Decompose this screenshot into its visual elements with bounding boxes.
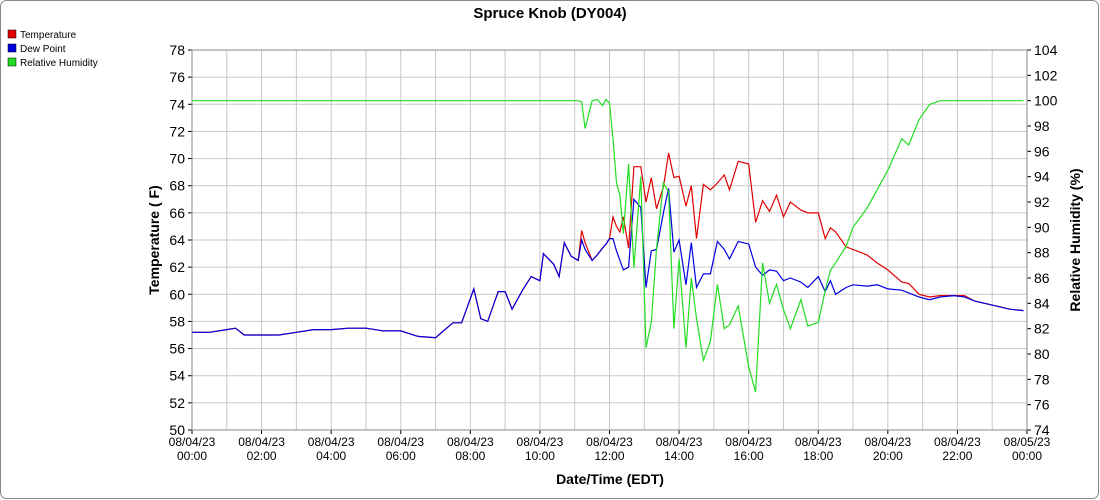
x-tick-label: 08/04/23 18:00 — [795, 435, 842, 463]
y-axis-label: Temperature ( F) — [146, 185, 162, 294]
chart-title: Spruce Knob (DY004) — [473, 5, 626, 22]
y2-tick-label: 82 — [1034, 321, 1050, 337]
legend-label: Relative Humidity — [20, 58, 98, 69]
y-tick-label: 66 — [169, 205, 185, 221]
x-tick-label-line: 08/04/23 — [864, 435, 911, 449]
x-tick-label: 08/04/23 16:00 — [725, 435, 772, 463]
legend-swatch — [7, 57, 17, 67]
x-tick-label-line: 00:00 — [1012, 449, 1042, 463]
y2-tick-label: 98 — [1034, 118, 1050, 134]
x-tick-label-line: 08/04/23 — [934, 435, 981, 449]
x-tick-label-line: 08/04/23 — [517, 435, 564, 449]
y2-tick-label: 96 — [1034, 143, 1050, 159]
y2-tick-label: 88 — [1034, 245, 1050, 261]
y-tick-label: 74 — [169, 96, 185, 112]
x-tick-label-line: 22:00 — [942, 449, 972, 463]
x-tick-label: 08/05/23 00:00 — [1004, 435, 1051, 463]
y2-tick-label: 102 — [1034, 67, 1058, 83]
x-tick-label: 08/04/23 10:00 — [517, 435, 564, 463]
series-line — [192, 98, 1024, 393]
x-tick-label: 08/04/23 14:00 — [656, 435, 703, 463]
x-tick-label-line: 18:00 — [803, 449, 833, 463]
y-tick-label: 76 — [169, 69, 185, 85]
x-tick-label-line: 08/04/23 — [169, 435, 216, 449]
x-tick-label-line: 08/04/23 — [656, 435, 703, 449]
y2-tick-label: 76 — [1034, 397, 1050, 413]
y2-tick-label: 92 — [1034, 194, 1050, 210]
x-tick-label-line: 08/05/23 — [1004, 435, 1051, 449]
x-tick-label-line: 00:00 — [177, 449, 207, 463]
x-tick-label-line: 04:00 — [316, 449, 346, 463]
y-tick-label: 62 — [169, 259, 185, 275]
x-tick-label-line: 02:00 — [247, 449, 277, 463]
y2-axis-label: Relative Humidity (%) — [1067, 168, 1083, 311]
x-axis-label: Date/Time (EDT) — [556, 471, 664, 487]
y-tick-label: 58 — [169, 313, 185, 329]
legend-swatch — [7, 29, 17, 39]
plot-frame — [191, 49, 1028, 431]
y2-tick-label: 84 — [1034, 295, 1050, 311]
y2-tick-label: 104 — [1034, 42, 1058, 58]
y-tick-label: 56 — [169, 341, 185, 357]
y2-tick-label: 86 — [1034, 270, 1050, 286]
y2-tick-label: 94 — [1034, 169, 1050, 185]
legend-label: Temperature — [20, 30, 77, 41]
y-tick-label: 70 — [169, 151, 185, 167]
y2-tick-label: 80 — [1034, 346, 1050, 362]
y-tick-label: 60 — [169, 286, 185, 302]
x-tick-label-line: 08/04/23 — [725, 435, 772, 449]
y2-tick-label: 74 — [1034, 422, 1050, 438]
x-tick-label-line: 12:00 — [594, 449, 624, 463]
x-tick-label-line: 08/04/23 — [447, 435, 494, 449]
y-tick-label: 54 — [169, 368, 185, 384]
legend-swatch — [7, 43, 17, 53]
x-tick-label: 08/04/23 20:00 — [864, 435, 911, 463]
y2-tick-label: 78 — [1034, 371, 1050, 387]
x-tick-label: 08/04/23 04:00 — [308, 435, 355, 463]
x-tick-label-line: 08/04/23 — [308, 435, 355, 449]
x-tick-label-line: 08/04/23 — [795, 435, 842, 449]
x-tick-label: 08/04/23 00:00 — [169, 435, 216, 463]
y-tick-label: 68 — [169, 178, 185, 194]
y2-tick-label: 90 — [1034, 219, 1050, 235]
x-tick-label-line: 06:00 — [386, 449, 416, 463]
y2-tick-label: 100 — [1034, 93, 1058, 109]
series-line — [192, 188, 1024, 339]
x-tick-label-line: 08/04/23 — [238, 435, 285, 449]
y-tick-label: 64 — [169, 232, 185, 248]
x-tick-label: 08/04/23 06:00 — [377, 435, 424, 463]
y-tick-label: 50 — [169, 422, 185, 438]
x-tick-label: 08/04/23 22:00 — [934, 435, 981, 463]
x-tick-label-line: 20:00 — [873, 449, 903, 463]
x-tick-label-line: 08/04/23 — [586, 435, 633, 449]
x-tick-label: 08/04/23 12:00 — [586, 435, 633, 463]
y-tick-label: 78 — [169, 42, 185, 58]
y-tick-label: 72 — [169, 123, 185, 139]
x-tick-label-line: 14:00 — [664, 449, 694, 463]
legend-label: Dew Point — [20, 44, 66, 55]
y-tick-label: 52 — [169, 395, 185, 411]
x-tick-label: 08/04/23 08:00 — [447, 435, 494, 463]
x-tick-label-line: 10:00 — [525, 449, 555, 463]
x-tick-label: 08/04/23 02:00 — [238, 435, 285, 463]
x-tick-label-line: 08/04/23 — [377, 435, 424, 449]
x-tick-label-line: 08:00 — [455, 449, 485, 463]
x-tick-label-line: 16:00 — [734, 449, 764, 463]
